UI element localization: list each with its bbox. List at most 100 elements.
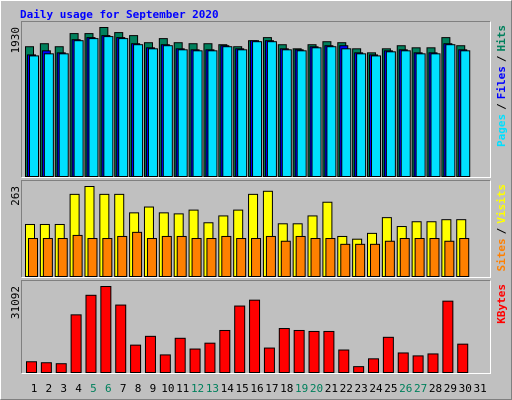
bar <box>29 55 39 177</box>
bar <box>207 50 218 177</box>
x-tick-label: 6 <box>105 382 112 395</box>
bar <box>323 330 335 374</box>
bar <box>219 329 231 373</box>
bar <box>385 51 396 178</box>
bar <box>70 314 82 373</box>
bar <box>445 44 456 177</box>
x-tick-label: 5 <box>90 382 97 395</box>
bar <box>296 50 307 177</box>
bar <box>459 238 470 278</box>
legend-separator: / <box>495 103 508 110</box>
x-tick-label: 28 <box>429 382 442 395</box>
x-tick-label: 20 <box>310 382 323 395</box>
x-tick-label: 3 <box>60 382 67 395</box>
bar <box>72 234 83 278</box>
bar <box>412 355 424 373</box>
bar <box>55 363 67 373</box>
bar <box>460 50 471 177</box>
bar <box>281 49 292 177</box>
bar <box>42 238 53 278</box>
panel-frame-light <box>21 280 491 374</box>
bar <box>115 304 127 373</box>
bar <box>85 294 97 374</box>
x-tick-label: 21 <box>325 382 338 395</box>
x-tick-label: 10 <box>161 382 174 395</box>
panel-frame-dark <box>21 21 491 178</box>
bar <box>414 238 425 278</box>
bar <box>174 337 186 374</box>
bar <box>88 38 99 178</box>
bar <box>236 238 247 278</box>
bar <box>26 361 37 373</box>
bar <box>177 49 188 177</box>
bar <box>368 358 380 373</box>
x-tick-label: 12 <box>191 382 204 395</box>
bar <box>57 238 68 278</box>
bar <box>146 238 157 278</box>
x-tick-label: 30 <box>459 382 472 395</box>
x-tick-label: 24 <box>369 382 383 395</box>
bar <box>444 240 455 277</box>
x-tick-label: 26 <box>399 382 412 395</box>
panel-frame-dark <box>21 180 491 278</box>
bar <box>234 305 246 373</box>
bar <box>265 235 276 277</box>
bar <box>382 336 394 374</box>
x-tick-label: 2 <box>46 382 53 395</box>
x-tick-label: 8 <box>135 382 142 395</box>
bar <box>263 347 275 373</box>
bar <box>191 238 202 278</box>
bar <box>40 362 52 374</box>
y-tick-label: 263 <box>9 186 22 206</box>
x-tick-label: 4 <box>75 382 82 395</box>
bar <box>370 243 381 278</box>
bar <box>326 46 337 178</box>
bar <box>353 366 365 373</box>
bar <box>221 235 232 277</box>
bar <box>295 235 306 277</box>
bar <box>280 240 291 277</box>
y-tick-label: 1930 <box>9 27 22 54</box>
bar <box>204 342 216 374</box>
x-tick-label: 27 <box>414 382 427 395</box>
bar <box>310 238 321 278</box>
x-tick-label: 31 <box>473 382 486 395</box>
bar <box>325 238 336 278</box>
bar <box>308 330 320 374</box>
legend-entry: Pages <box>495 114 508 147</box>
x-tick-label: 14 <box>221 382 235 395</box>
bar <box>427 353 439 374</box>
bar <box>340 243 351 278</box>
bar <box>457 343 469 374</box>
bar <box>251 238 262 278</box>
bar <box>28 238 38 278</box>
bar <box>162 45 173 177</box>
legend-entry: Hits <box>495 25 508 52</box>
chart-title: Daily usage for September 2020 <box>20 8 219 21</box>
bar <box>176 235 187 277</box>
x-tick-label: 19 <box>295 382 308 395</box>
bar <box>355 243 366 278</box>
x-tick-label: 9 <box>150 382 157 395</box>
x-tick-label: 25 <box>384 382 397 395</box>
bar <box>399 238 410 278</box>
bar <box>43 53 54 177</box>
bar <box>397 352 409 374</box>
bar <box>222 46 233 178</box>
bar <box>103 36 114 177</box>
legend-entry: Files <box>495 66 508 99</box>
x-tick-label: 15 <box>236 382 249 395</box>
bar <box>237 49 248 177</box>
bar <box>293 329 305 373</box>
bar <box>249 299 261 374</box>
bar <box>400 50 411 177</box>
bar <box>266 41 277 177</box>
x-tick-label: 7 <box>120 382 127 395</box>
bar <box>429 238 440 278</box>
bar <box>144 335 156 373</box>
bar <box>133 44 144 177</box>
bar <box>338 349 350 374</box>
bar <box>100 286 112 373</box>
bar <box>147 48 158 178</box>
